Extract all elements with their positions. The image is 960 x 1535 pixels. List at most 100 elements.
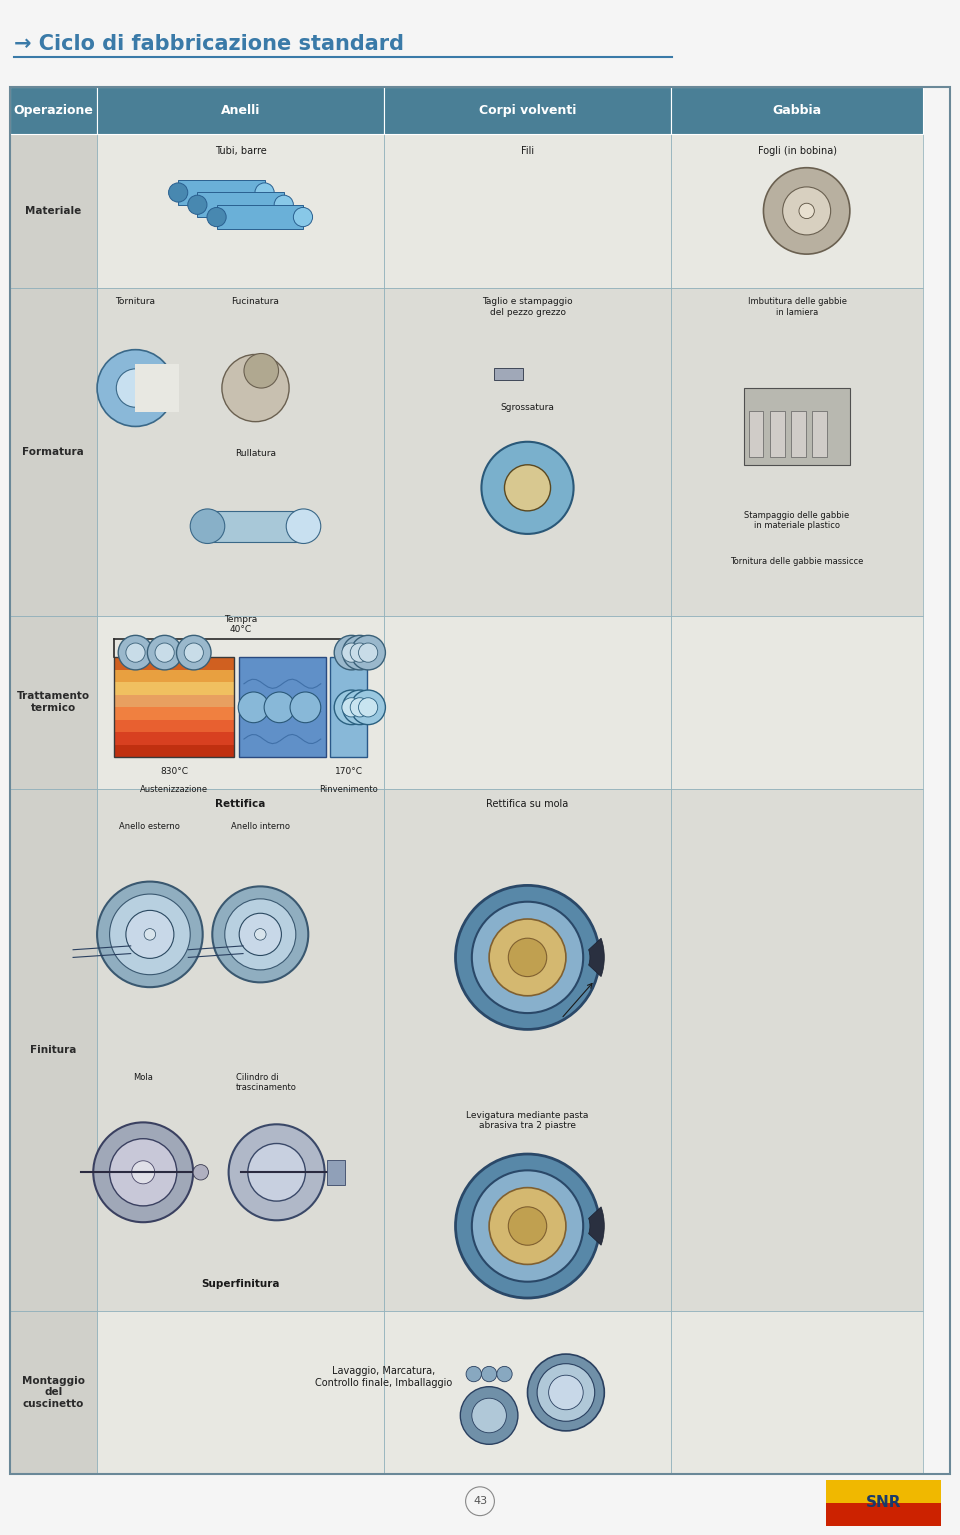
FancyBboxPatch shape [384, 1311, 671, 1474]
Text: Rettifica su mola: Rettifica su mola [487, 800, 568, 809]
Ellipse shape [455, 1154, 599, 1299]
Text: Tornitura: Tornitura [115, 298, 156, 307]
FancyBboxPatch shape [207, 511, 303, 542]
Ellipse shape [244, 353, 278, 388]
FancyArrowPatch shape [563, 984, 592, 1016]
Ellipse shape [489, 919, 565, 996]
Text: Fucinatura: Fucinatura [231, 298, 279, 307]
Ellipse shape [481, 442, 573, 534]
FancyBboxPatch shape [671, 1311, 924, 1474]
Text: Rullatura: Rullatura [235, 450, 276, 459]
Ellipse shape [116, 368, 155, 407]
Ellipse shape [239, 913, 281, 955]
Ellipse shape [294, 207, 313, 227]
Ellipse shape [193, 1165, 208, 1180]
Text: Mola: Mola [133, 1073, 154, 1082]
Text: Montaggio
del
cuscinetto: Montaggio del cuscinetto [22, 1375, 84, 1409]
Ellipse shape [350, 698, 370, 717]
Ellipse shape [155, 643, 174, 662]
Text: Tempra
40°C: Tempra 40°C [224, 616, 257, 634]
Ellipse shape [537, 1363, 594, 1421]
Text: Stampaggio delle gabbie
in materiale plastico: Stampaggio delle gabbie in materiale pla… [744, 511, 850, 530]
FancyBboxPatch shape [384, 87, 671, 134]
FancyBboxPatch shape [384, 616, 671, 789]
Text: 830°C: 830°C [160, 766, 188, 775]
Ellipse shape [342, 698, 361, 717]
Text: Materiale: Materiale [25, 206, 82, 216]
FancyBboxPatch shape [791, 411, 805, 457]
Ellipse shape [290, 692, 321, 723]
FancyBboxPatch shape [671, 87, 924, 134]
FancyBboxPatch shape [97, 616, 384, 789]
Ellipse shape [489, 1188, 565, 1265]
Ellipse shape [350, 691, 385, 725]
FancyBboxPatch shape [114, 732, 234, 744]
Text: Formatura: Formatura [22, 447, 84, 457]
FancyBboxPatch shape [114, 669, 234, 682]
Text: Austenizzazione: Austenizzazione [140, 784, 208, 794]
FancyBboxPatch shape [493, 368, 522, 381]
Ellipse shape [471, 1170, 583, 1282]
Text: Lavaggio, Marcatura,
Controllo finale, Imballaggio: Lavaggio, Marcatura, Controllo finale, I… [316, 1366, 453, 1388]
Text: Corpi volventi: Corpi volventi [479, 104, 576, 117]
Ellipse shape [109, 1139, 177, 1207]
Text: Tornitura delle gabbie massicce: Tornitura delle gabbie massicce [731, 557, 864, 566]
FancyBboxPatch shape [114, 695, 234, 708]
Ellipse shape [334, 691, 369, 725]
Text: 43: 43 [473, 1497, 487, 1506]
Ellipse shape [93, 1122, 193, 1222]
Ellipse shape [460, 1386, 517, 1444]
FancyBboxPatch shape [10, 616, 97, 789]
FancyBboxPatch shape [327, 1160, 345, 1185]
Text: Imbutitura delle gabbie
in lamiera: Imbutitura delle gabbie in lamiera [748, 298, 847, 316]
Ellipse shape [358, 643, 377, 662]
Text: Fili: Fili [521, 146, 534, 157]
FancyBboxPatch shape [10, 87, 97, 134]
Text: Taglio e stampaggio
del pezzo grezzo: Taglio e stampaggio del pezzo grezzo [482, 298, 573, 316]
Ellipse shape [222, 355, 289, 422]
Ellipse shape [504, 465, 550, 511]
Ellipse shape [782, 187, 830, 235]
FancyBboxPatch shape [671, 289, 924, 616]
Ellipse shape [228, 1124, 324, 1220]
Text: Anelli: Anelli [221, 104, 260, 117]
FancyBboxPatch shape [671, 789, 924, 1311]
FancyBboxPatch shape [10, 1311, 97, 1474]
Text: Fogli (in bobina): Fogli (in bobina) [757, 146, 836, 157]
FancyBboxPatch shape [330, 657, 367, 757]
Ellipse shape [169, 183, 188, 203]
Text: Anello interno: Anello interno [230, 823, 290, 832]
Ellipse shape [109, 893, 190, 975]
FancyBboxPatch shape [744, 388, 850, 465]
Ellipse shape [190, 510, 225, 543]
FancyBboxPatch shape [384, 789, 671, 1311]
Text: Sgrossatura: Sgrossatura [500, 404, 555, 413]
FancyBboxPatch shape [384, 134, 671, 289]
FancyBboxPatch shape [826, 1480, 941, 1503]
FancyBboxPatch shape [135, 364, 179, 411]
Text: Levigatura mediante pasta
abrasiva tra 2 piastre: Levigatura mediante pasta abrasiva tra 2… [467, 1111, 588, 1130]
FancyBboxPatch shape [198, 192, 284, 216]
Ellipse shape [132, 1160, 155, 1183]
Ellipse shape [350, 643, 370, 662]
Ellipse shape [177, 635, 211, 669]
Text: Anello esterno: Anello esterno [119, 823, 180, 832]
Text: Trattamento
termico: Trattamento termico [16, 691, 90, 712]
Ellipse shape [225, 900, 296, 970]
Ellipse shape [97, 881, 203, 987]
FancyBboxPatch shape [217, 204, 303, 229]
Text: Operazione: Operazione [13, 104, 93, 117]
FancyBboxPatch shape [239, 657, 325, 757]
Ellipse shape [471, 1398, 506, 1432]
Text: Superfinitura: Superfinitura [202, 1279, 279, 1289]
Ellipse shape [481, 1366, 496, 1382]
Text: Rettifica: Rettifica [215, 800, 266, 809]
Ellipse shape [275, 195, 294, 215]
FancyBboxPatch shape [749, 411, 763, 457]
Ellipse shape [126, 910, 174, 958]
Ellipse shape [144, 929, 156, 939]
Ellipse shape [264, 692, 295, 723]
FancyBboxPatch shape [97, 87, 384, 134]
Text: Rinvenimento: Rinvenimento [319, 784, 378, 794]
FancyBboxPatch shape [770, 411, 784, 457]
